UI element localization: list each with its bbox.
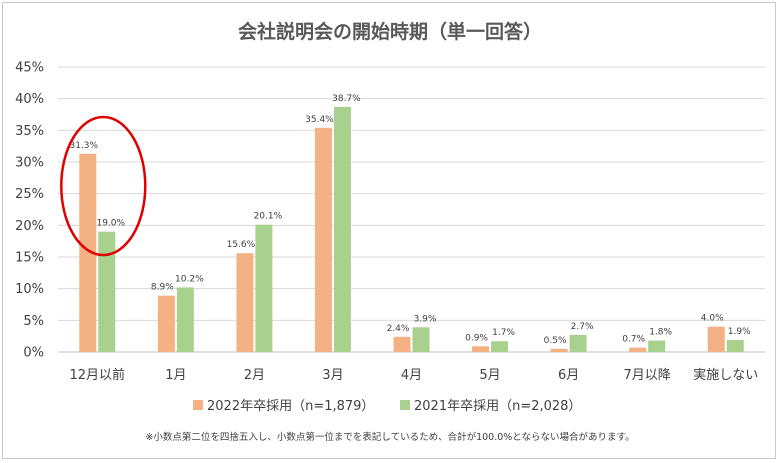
x-category-label: 7月以降 [624, 368, 671, 383]
bar-s2021-2 [255, 224, 273, 352]
data-label: 2.4% [387, 324, 410, 334]
x-category-label: 4月 [401, 368, 422, 383]
bar-s2022-8 [707, 326, 725, 352]
data-label: 0.9% [465, 333, 488, 343]
bar-s2022-6 [550, 348, 568, 352]
bar-s2022-4 [393, 336, 411, 352]
y-tick-label: 45% [15, 61, 44, 76]
y-tick-label: 15% [15, 251, 44, 266]
y-tick-label: 20% [15, 219, 44, 234]
data-label: 10.2% [175, 274, 204, 284]
x-category-label: 6月 [558, 368, 579, 383]
x-category-label: 1月 [165, 368, 186, 383]
legend-swatch [193, 400, 203, 410]
chart-frame [2, 2, 776, 459]
bar-s2022-1 [157, 295, 175, 352]
chart-title: 会社説明会の開始時期（単一回答） [238, 20, 542, 43]
data-label: 38.7% [332, 94, 361, 104]
x-category-label: 2月 [244, 368, 265, 383]
bar-s2022-3 [314, 127, 332, 352]
data-label: 19.0% [96, 219, 125, 229]
y-tick-label: 25% [15, 187, 44, 202]
legend-label: 2022年卒採用（n=1,879） [207, 399, 374, 414]
y-tick-label: 35% [15, 124, 44, 139]
data-label: 4.0% [701, 314, 724, 324]
data-label: 1.9% [728, 327, 751, 337]
footnote: ※小数点第二位を四捨五入し、小数点第一位までを表記しているため、合計が100.0… [145, 431, 634, 443]
x-category-label: 3月 [322, 368, 343, 383]
data-label: 8.9% [151, 283, 174, 293]
x-category-label: 12月以前 [70, 367, 126, 383]
y-tick-label: 10% [15, 282, 44, 297]
highlight-ellipse [60, 115, 147, 257]
bar-s2022-2 [236, 253, 254, 352]
data-label: 35.4% [305, 115, 334, 125]
bar-s2021-3 [333, 106, 351, 353]
bar-s2022-7 [629, 347, 647, 352]
data-label: 2.7% [571, 322, 594, 332]
bar-s2022-5 [472, 346, 490, 352]
data-label: 20.1% [254, 212, 283, 222]
data-label: 1.7% [492, 328, 515, 338]
y-tick-label: 5% [23, 314, 44, 329]
legend-swatch [400, 400, 410, 410]
x-category-label: 実施しない [693, 367, 758, 383]
y-tick-label: 0% [23, 346, 44, 361]
bar-s2021-0 [98, 231, 116, 352]
bar-s2021-5 [491, 341, 509, 352]
y-tick-label: 40% [15, 92, 44, 107]
data-label: 15.6% [227, 240, 256, 250]
y-tick-label: 30% [15, 156, 44, 171]
data-label: 31.3% [69, 141, 98, 151]
bar-s2021-1 [176, 287, 194, 352]
data-label: 0.7% [622, 335, 645, 345]
bar-s2021-7 [648, 340, 666, 352]
data-label: 0.5% [544, 336, 567, 346]
data-label: 3.9% [414, 314, 437, 324]
bar-s2022-0 [79, 153, 97, 352]
bar-s2021-8 [726, 339, 744, 352]
data-label: 1.8% [649, 328, 672, 338]
x-category-label: 5月 [479, 368, 500, 383]
bar-s2021-4 [412, 327, 430, 352]
legend-label: 2021年卒採用（n=2,028） [414, 399, 581, 414]
bar-s2021-6 [569, 334, 587, 352]
